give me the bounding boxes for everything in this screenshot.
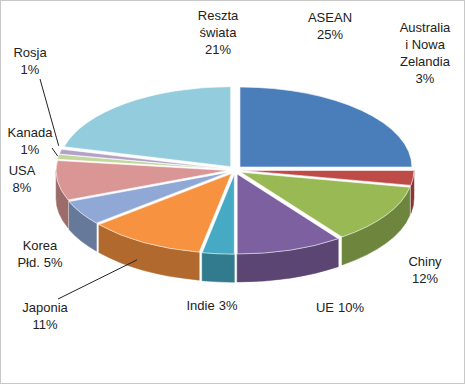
label-name: Korea (23, 238, 58, 253)
label-name: Kanada (8, 125, 54, 140)
label-value: 11% (32, 317, 57, 332)
data-label: ASEAN 25% (308, 10, 352, 42)
leader-line (58, 260, 137, 299)
data-label: Japonia 11% (22, 300, 68, 332)
chart: ASEAN 25% Australia i Nowa Zelandia 3% Chiny 12… (0, 0, 465, 384)
label-value: 3% (219, 298, 238, 313)
label-value: 1% (21, 142, 40, 157)
data-label: Chiny 12% (408, 254, 442, 286)
slice-tops (56, 87, 414, 255)
label-name: Australia (400, 20, 451, 35)
label-value: 25% (317, 27, 343, 42)
label-name: Zelandia (400, 54, 451, 69)
data-labels: ASEAN 25% Australia i Nowa Zelandia 3% Chiny 12… (8, 8, 451, 332)
data-label: Korea Płd. 5% (17, 238, 63, 270)
label-name: i Nowa (405, 37, 446, 52)
label-value: 3% (416, 71, 435, 86)
slice (240, 87, 412, 167)
leader-line (52, 148, 58, 156)
label-name: Płd. (17, 255, 39, 270)
label-value: 8% (13, 180, 32, 195)
label-value: 1% (21, 62, 40, 77)
label-value: 10% (338, 300, 364, 315)
slice (64, 87, 231, 167)
label-value: 12% (412, 271, 438, 286)
data-label: UE 10% (316, 300, 365, 315)
data-label: Australia i Nowa Zelandia 3% (400, 20, 451, 86)
label-name: UE (316, 300, 334, 315)
data-label: Kanada 1% (8, 125, 54, 157)
data-label: Reszta świata 21% (198, 8, 239, 57)
label-value: 21% (205, 42, 231, 57)
label-name: świata (200, 25, 238, 40)
label-name: Chiny (408, 254, 442, 269)
label-name: Reszta (198, 8, 239, 23)
label-name: ASEAN (308, 10, 352, 25)
label-name: Japonia (22, 300, 68, 315)
label-name: USA (9, 163, 36, 178)
slice-side (202, 253, 234, 282)
data-label: USA 8% (9, 163, 36, 195)
data-label: Indie 3% (187, 298, 238, 313)
label-name: Indie (187, 298, 215, 313)
label-name: Rosja (13, 45, 47, 60)
leader-line (40, 79, 59, 146)
data-label: Rosja 1% (13, 45, 47, 77)
slice (237, 174, 338, 254)
label-value: 5% (44, 255, 63, 270)
